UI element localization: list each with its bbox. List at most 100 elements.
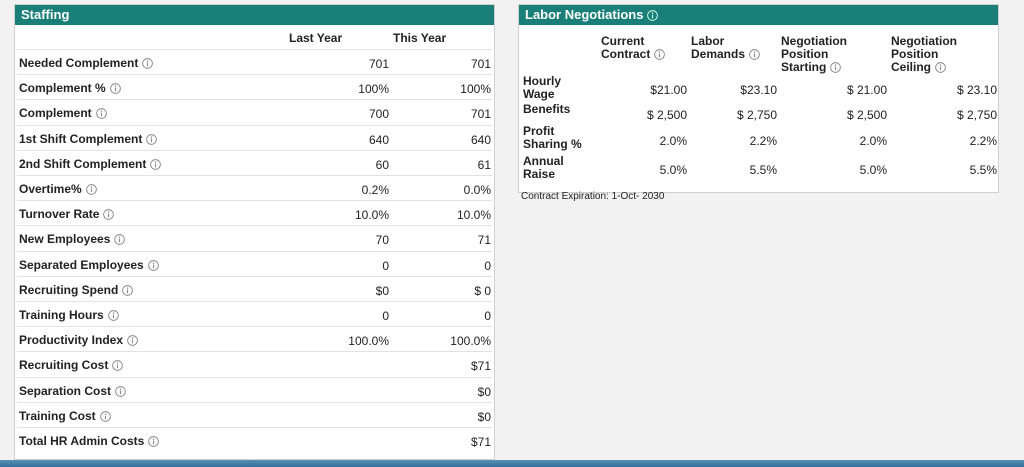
column-header: Negotiation Position Ceiling [891, 35, 973, 74]
row-label-text: Needed Complement [19, 56, 139, 70]
info-icon[interactable] [146, 133, 158, 145]
cell-value: 0 [484, 309, 491, 323]
info-icon[interactable] [99, 410, 111, 422]
labor-title: Labor Negotiations [519, 5, 998, 25]
row-label-text: Training Cost [19, 408, 96, 423]
cell-value: 10.0% [354, 208, 389, 223]
staffing-panel: Staffing Last Year This Year Needed Comple… [14, 4, 495, 460]
cell-value: 100% [460, 82, 491, 97]
info-icon[interactable] [114, 234, 126, 246]
info-icon[interactable] [654, 49, 666, 60]
row-label: Separated Employees [19, 258, 159, 272]
cell-value: $ 21.00 [846, 83, 887, 97]
staffing-title: Staffing [15, 5, 494, 25]
cell-value: 0.2% [361, 183, 389, 197]
info-icon[interactable] [150, 158, 162, 170]
row-line [17, 49, 492, 50]
row-line [17, 74, 492, 76]
info-icon[interactable] [107, 310, 119, 321]
info-icon[interactable] [103, 209, 115, 221]
cell-value: 10.0% [456, 208, 491, 223]
row-label-text: 1st Shift Complement [19, 131, 143, 146]
cell-value: $0 [477, 384, 491, 399]
labor-title-text: Labor Negotiations [525, 7, 644, 22]
info-icon[interactable] [95, 108, 107, 120]
info-icon[interactable] [85, 184, 97, 195]
row-label-text: Productivity Index [19, 333, 124, 348]
cell-value: 0 [382, 258, 389, 273]
cell-value: 701 [470, 107, 491, 122]
labor-panel: Labor Negotiations Current Contract Labor… [518, 4, 999, 202]
row-label: Recruiting Cost [19, 358, 124, 372]
row-label-text: Turnover Rate [19, 207, 100, 222]
cell-value: $ 2,750 [736, 108, 777, 122]
info-icon[interactable] [935, 62, 946, 73]
row-line [17, 401, 492, 403]
row-label: Training Hours [19, 308, 119, 322]
column-header: Negotiation Position Starting [781, 35, 863, 74]
row-line [17, 376, 492, 378]
info-icon[interactable] [122, 284, 134, 296]
row-line [17, 124, 492, 126]
info-icon[interactable] [112, 360, 124, 372]
row-label: 1st Shift Complement [19, 131, 158, 146]
info-icon[interactable] [115, 385, 126, 397]
info-icon[interactable] [647, 10, 659, 21]
cell-value: 0 [382, 309, 389, 323]
info-icon[interactable] [749, 49, 760, 60]
cell-value: $71 [470, 435, 491, 449]
cell-value: 0 [484, 258, 491, 273]
cell-value: 5.5% [969, 163, 997, 177]
row-line [17, 99, 492, 101]
row-label: Total HR Admin Costs [19, 434, 160, 448]
cell-value: 700 [368, 107, 389, 122]
row-label-text: Overtime% [19, 182, 82, 196]
row-line [17, 351, 492, 353]
row-label: Turnover Rate [19, 207, 115, 222]
row-label: 2nd Shift Complement [19, 156, 162, 171]
row-label: Needed Complement [19, 56, 154, 70]
row-label-text: 2nd Shift Complement [19, 156, 147, 171]
cell-value: $ 2,500 [646, 108, 687, 122]
info-icon[interactable] [142, 58, 154, 69]
row-label-text: Separated Employees [19, 257, 144, 272]
row-line [17, 149, 492, 151]
cell-value: $ 2,750 [956, 108, 997, 122]
row-label: New Employees [19, 232, 126, 246]
row-label-text: Complement % [19, 81, 106, 96]
info-icon[interactable] [148, 436, 160, 447]
cell-value: 61 [477, 157, 491, 172]
info-icon[interactable] [127, 335, 138, 347]
row-label: Benefits [523, 102, 571, 116]
info-icon[interactable] [147, 259, 159, 271]
row-label: Complement % [19, 81, 121, 95]
row-line [17, 250, 492, 252]
column-header-text: Current Contract [601, 34, 651, 61]
cell-value: 640 [368, 132, 389, 147]
cell-value: 5.0% [659, 163, 687, 177]
row-label: Overtime% [19, 182, 97, 196]
cell-value: 2.0% [659, 134, 687, 148]
row-line [17, 175, 492, 176]
contract-expiration: Contract Expiration: 1-Oct- 2030 [521, 191, 665, 202]
cell-value: 2.0% [859, 134, 887, 148]
row-line [17, 326, 492, 328]
cell-value: 2.2% [749, 134, 777, 148]
cell-value: $23.10 [740, 83, 777, 97]
info-icon[interactable] [830, 62, 842, 73]
cell-value: $ 2,500 [846, 108, 887, 122]
row-line [17, 200, 492, 202]
column-header-text: Negotiation Position Ceiling [891, 34, 957, 74]
cell-value: $0 [375, 283, 389, 298]
cell-value: 701 [368, 57, 389, 71]
info-icon[interactable] [109, 83, 121, 95]
column-header: Last Year [289, 31, 343, 45]
row-line [17, 301, 492, 302]
row-label-text: Separation Cost [19, 383, 112, 398]
row-label: Recruiting Spend [19, 283, 134, 297]
column-header-text: Labor Demands [691, 34, 746, 61]
cell-value: 60 [375, 157, 389, 172]
row-label-text: Training Hours [19, 308, 104, 322]
row-line [17, 225, 492, 227]
